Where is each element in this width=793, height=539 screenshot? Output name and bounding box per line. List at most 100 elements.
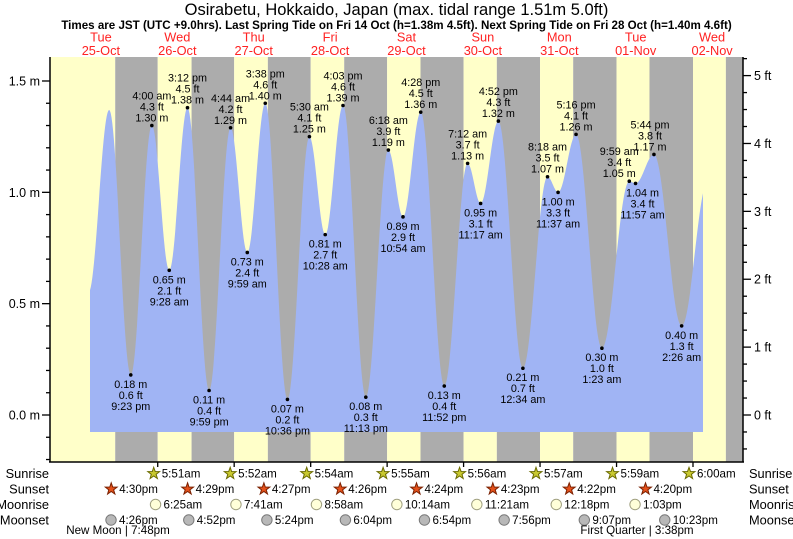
tide-event-dot [652,152,656,157]
moonrise-icon [230,498,242,511]
tide-low-label: 12:34 am [500,394,545,406]
sunrise-icon [528,465,544,480]
tide-high-label: 4:00 am [132,91,171,103]
tide-low-label: 2.1 ft [157,285,181,297]
tide-event-dot [556,190,560,195]
tide-event-dot [185,105,190,110]
tide-low-label: 9:23 pm [111,401,150,413]
tide-low-label: 11:37 am [536,218,580,230]
sunset-time: 4:20pm [653,483,692,496]
moonset-time: 5:24pm [275,514,314,527]
tide-high-label: 4.3 ft [140,102,164,114]
sunset-time: 4:23pm [501,483,540,496]
moonrise-icon [550,498,562,511]
tide-high-label: 9:59 am [600,146,639,158]
tide-high-label: 3.9 ft [376,126,400,138]
sunrise-time: 5:52am [238,468,277,481]
day-name-label: Sat [397,30,417,45]
tide-low-label: 2.9 ft [391,232,415,244]
tide-low-label: 3.4 ft [631,198,655,210]
moonset-icon [105,514,117,526]
page-title: Osirabetu, Hokkaido, Japan (max. tidal r… [184,1,609,19]
tide-high-label: 1.40 m [249,90,282,102]
tide-low-label: 2.4 ft [235,267,259,279]
tide-low-label: 0.11 m [193,395,225,407]
tide-event-dot [323,232,328,237]
sunrise-time: 5:55am [391,468,430,481]
tide-high-label: 3.5 ft [536,153,560,165]
sunrise-time: 5:51am [162,468,201,481]
moonrise-time: 10:14am [405,499,450,512]
tide-low-label: 0.07 m [271,403,304,415]
right-axis-tick-label: 3 ft [754,205,772,219]
tide-event-dot [545,174,550,179]
tide-low-label: 9:28 am [150,296,189,308]
sunset-time: 4:27pm [272,483,311,496]
tide-low-label: 9:59 am [228,278,267,290]
day-date-label: 25-Oct [82,43,121,58]
tide-low-label: 2:26 am [662,352,701,364]
tide-high-label: 8:18 am [528,142,567,154]
right-axis-tick-label: 2 ft [754,273,772,287]
tide-low-label: 0.30 m [585,352,618,364]
moonset-time: 4:26pm [119,514,158,527]
tide-high-label: 1.38 m [171,95,204,107]
sunset-icon [103,481,119,496]
tide-low-label: 11:52 pm [422,412,466,424]
tide-low-label: 0.4 ft [432,401,456,413]
tide-low-label: 10:28 am [303,261,348,273]
sunset-icon [561,481,577,496]
tide-low-label: 2.7 ft [313,250,337,262]
tide-low-label: 0.81 m [309,239,342,251]
sunset-icon [409,481,424,496]
tide-low-label: 1:23 am [582,374,621,386]
sunrise-icon [375,465,391,480]
astro-row-label-right: Moonset [749,513,793,528]
tide-high-label: 3.8 ft [638,130,662,142]
astro-row-label-right: Moonrise [749,497,793,512]
sunset-time: 4:22pm [577,483,616,496]
sunrise-icon [681,465,697,480]
tide-low-label: 0.7 ft [511,383,535,395]
moon-phase-label: New Moon | 7:48pm [66,524,170,537]
tide-high-label: 4.1 ft [297,113,321,125]
tide-high-label: 3.7 ft [456,139,480,151]
tide-high-label: 1.17 m [633,141,666,153]
sunset-icon [332,481,348,496]
tide-event-dot [401,215,405,219]
tide-high-label: 4:52 pm [479,86,518,98]
day-name-label: Wed [164,30,190,45]
moonset-icon [261,514,273,526]
day-name-label: Sun [472,30,495,45]
sunset-time: 4:24pm [425,483,464,496]
tide-event-dot [496,119,501,123]
astro-row-label-right: Sunrise [749,466,792,481]
moon-phase-label: First Quarter | 3:38pm [580,524,693,537]
moonset-time: 7:56pm [512,514,551,527]
tide-high-label: 5:16 pm [557,99,596,111]
tide-low-label: 0.6 ft [119,390,143,402]
tide-low-label: 0.18 m [114,379,147,391]
tide-high-label: 4.5 ft [175,84,199,96]
right-axis-tick-label: 5 ft [754,69,772,83]
astro-row-label-left: Sunset [9,482,49,497]
tide-low-label: 0.08 m [349,401,382,413]
tide-event-dot [465,161,470,166]
tide-high-label: 1.26 m [560,121,593,133]
tide-event-dot [228,125,233,130]
tide-high-label: 1.25 m [293,124,326,136]
tide-curve-area [90,103,703,433]
moonrise-icon [149,498,162,511]
tide-high-label: 7:12 am [448,128,487,140]
left-axis-tick-label: 0.0 m [9,409,40,423]
tide-high-label: 4:28 pm [401,77,440,89]
tide-high-label: 4.3 ft [486,97,510,109]
astro-row-label-right: Sunset [749,482,789,497]
tide-low-label: 3.1 ft [469,218,493,230]
tide-low-label: 0.13 m [428,390,461,402]
day-name-label: Wed [699,30,725,45]
tide-high-label: 4.5 ft [409,88,433,100]
moonset-time: 9:07pm [592,514,631,527]
sunset-icon [256,481,272,496]
tide-high-label: 4.1 ft [564,110,588,122]
